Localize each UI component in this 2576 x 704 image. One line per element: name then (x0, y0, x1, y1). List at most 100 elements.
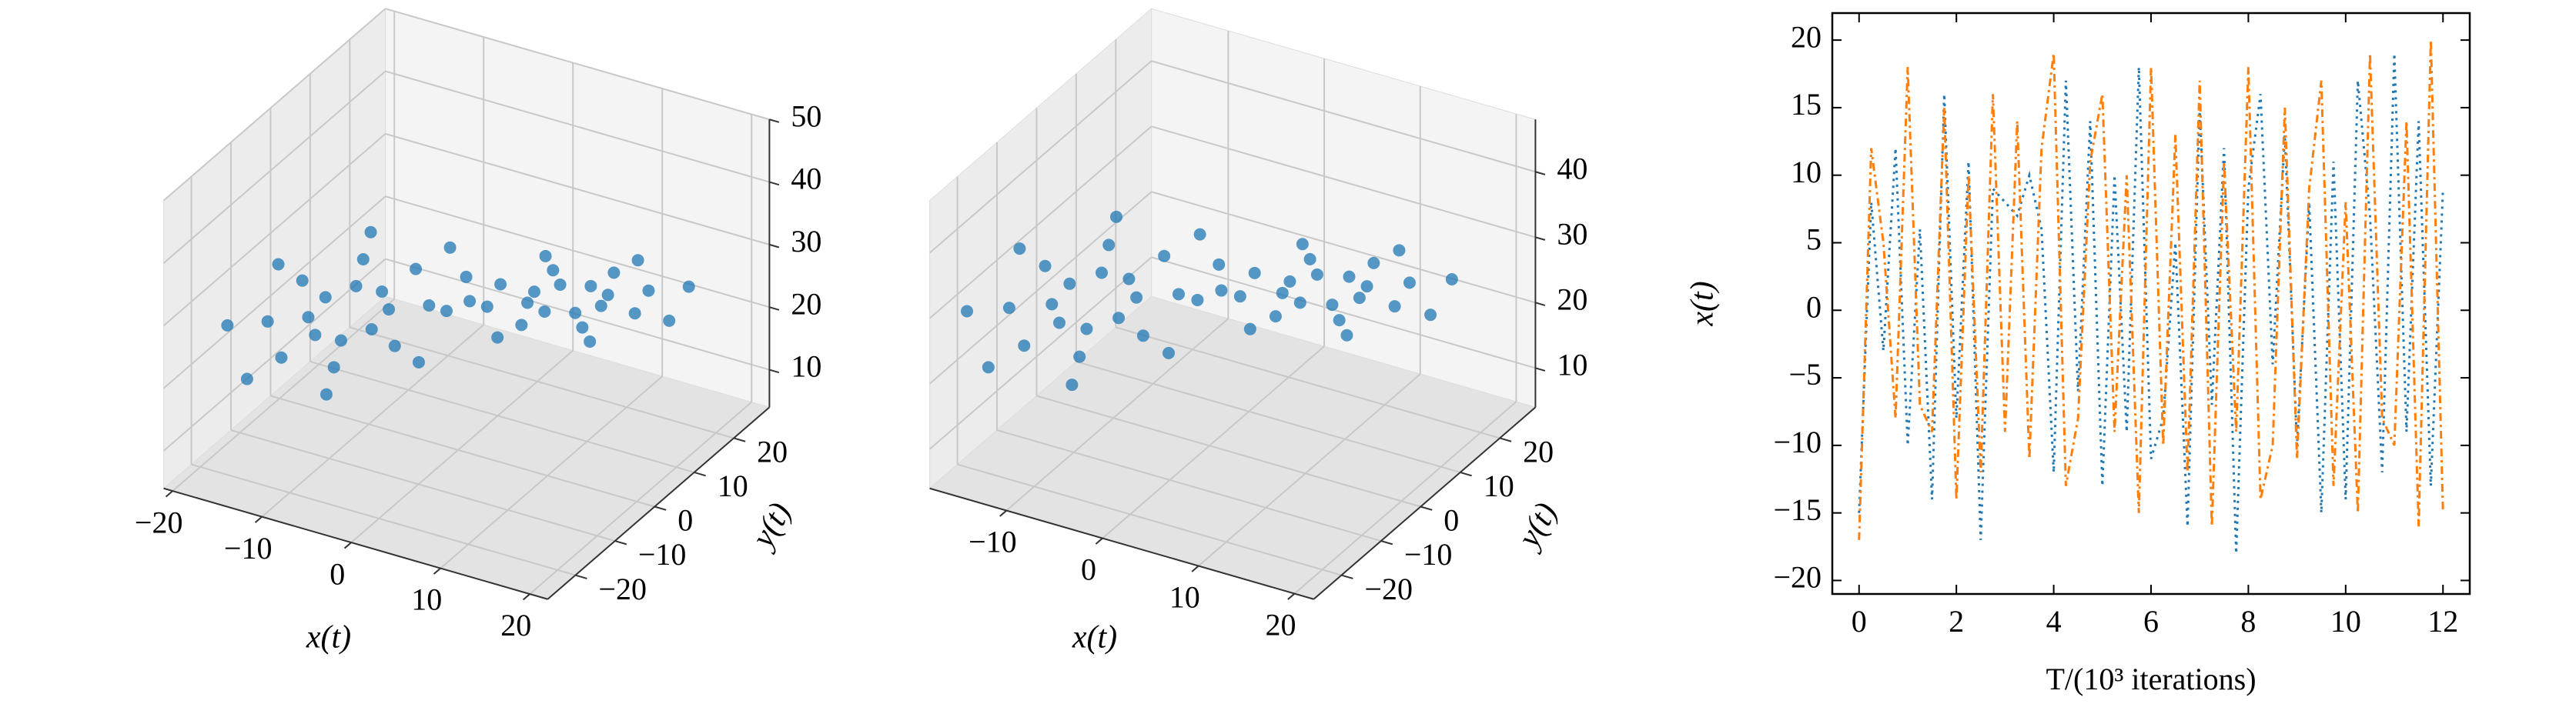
point (682, 280, 695, 293)
point (1445, 273, 1458, 286)
tick-mark (769, 181, 780, 186)
grid-line (309, 361, 694, 473)
grid-line (1198, 373, 1421, 567)
grid-line (350, 349, 574, 543)
point (1102, 239, 1116, 252)
point (1340, 329, 1353, 342)
y-tick-label: −10 (638, 537, 687, 572)
point (569, 306, 582, 319)
x-tick-label: −10 (224, 531, 273, 566)
point (376, 285, 389, 299)
point (982, 361, 995, 374)
x-tick-label: 8 (2240, 604, 2256, 639)
grid-line (1036, 395, 1421, 508)
point (1269, 310, 1282, 323)
point (539, 249, 552, 262)
grid-line (1293, 401, 1517, 595)
grid-line (928, 191, 1153, 385)
point (1393, 244, 1406, 257)
point (1063, 277, 1076, 290)
z-tick-label: 10 (791, 349, 821, 384)
z-tick-label: 10 (1557, 348, 1587, 382)
tick-mark (694, 472, 706, 477)
x-tick-label: 0 (1081, 552, 1096, 587)
point (221, 319, 234, 332)
point (334, 334, 347, 347)
point (1333, 314, 1346, 327)
tick-mark (614, 540, 627, 546)
y-tick-label: 10 (1484, 469, 1514, 503)
point (663, 314, 676, 327)
point (443, 241, 457, 254)
point (261, 315, 274, 328)
axis-line (1313, 406, 1537, 600)
point (364, 225, 377, 239)
point (1045, 298, 1059, 311)
tick-mark (769, 118, 780, 123)
tick-mark (654, 505, 667, 511)
point (1080, 322, 1093, 335)
grid-line (162, 8, 386, 202)
y-tick-label: −10 (1404, 537, 1453, 572)
point (631, 254, 644, 267)
point (1388, 300, 1401, 313)
point (388, 339, 401, 352)
y-tick-label: 20 (1791, 19, 1822, 54)
point (1424, 309, 1437, 322)
tick-mark (1341, 574, 1353, 579)
grid-line (385, 132, 770, 245)
grid-line (162, 195, 386, 389)
point (1073, 350, 1086, 363)
point (584, 335, 597, 348)
tick-mark (733, 437, 746, 442)
grid-line (385, 195, 770, 309)
grid-line (261, 324, 484, 518)
x-tick-label: 20 (500, 608, 531, 642)
point (521, 296, 534, 309)
point (491, 331, 504, 344)
point (383, 303, 396, 316)
tick-mark (1535, 236, 1546, 241)
grid-line (162, 133, 386, 327)
point (1233, 290, 1246, 303)
y-axis-label: y(t) (744, 497, 798, 556)
tick-mark (1499, 437, 1512, 442)
grid-line (1102, 345, 1325, 539)
y-tick-label: 20 (1523, 435, 1554, 469)
point (576, 321, 589, 334)
point (272, 258, 285, 271)
point (1293, 296, 1306, 309)
grid-line (191, 463, 576, 576)
x-axis-label: x(t) (306, 619, 351, 655)
point (607, 266, 621, 279)
point (1403, 276, 1416, 289)
tick-mark (575, 574, 587, 579)
point (410, 262, 423, 275)
point (1039, 259, 1052, 272)
grid-line (1151, 60, 1536, 173)
x-tick-label: 2 (1949, 604, 1964, 639)
grid-line (1151, 125, 1536, 239)
y-tick-label: −15 (1773, 492, 1822, 527)
point (309, 329, 322, 342)
point (1122, 272, 1136, 285)
z-tick-label: 40 (791, 162, 821, 196)
grid-line (957, 463, 1342, 576)
point (1243, 322, 1256, 335)
y-tick-label: −20 (1364, 572, 1413, 606)
point (1367, 256, 1380, 269)
grid-line (928, 125, 1153, 319)
point (275, 351, 288, 364)
point (494, 278, 507, 291)
y-tick-label: 20 (757, 435, 788, 469)
z-tick-label: 30 (1557, 216, 1587, 251)
x-axis-label: T/(10³ iterations) (2046, 662, 2256, 696)
y-tick-label: 5 (1806, 222, 1822, 257)
grid-line (1005, 318, 1229, 512)
tick-mark (1535, 367, 1546, 372)
tick-mark (1535, 171, 1546, 175)
point (1162, 346, 1175, 359)
axis-line (929, 487, 1314, 600)
x-tick-label: 4 (2046, 604, 2062, 639)
tick-mark (999, 509, 1008, 517)
